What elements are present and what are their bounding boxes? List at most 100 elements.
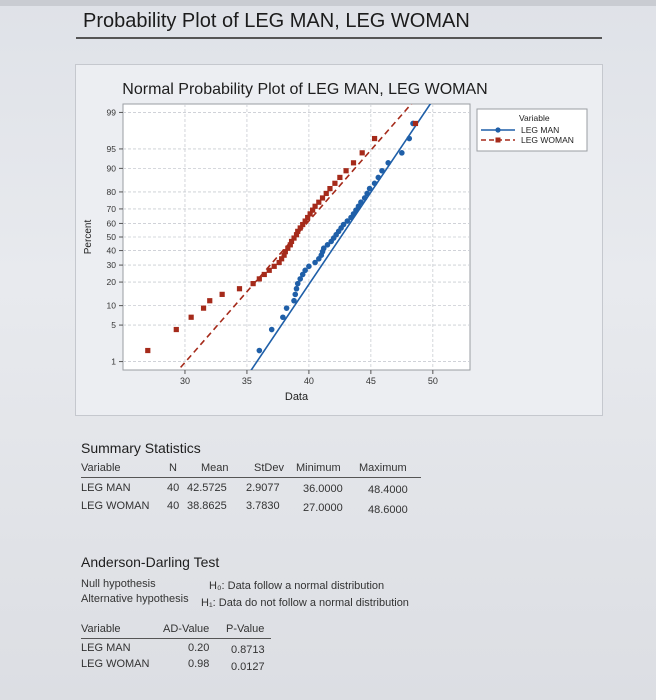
x-tick-label: 40 bbox=[304, 376, 314, 386]
data-point-leg-woman bbox=[310, 207, 316, 213]
data-point-leg-man bbox=[293, 285, 300, 292]
y-axis-label: Percent bbox=[83, 220, 94, 255]
data-point-leg-man bbox=[379, 167, 385, 174]
data-point-leg-woman bbox=[271, 263, 277, 269]
data-point-leg-woman bbox=[287, 242, 293, 248]
x-tick-label: 35 bbox=[242, 376, 252, 386]
x-tick-label: 45 bbox=[366, 376, 376, 386]
legend-marker-leg-woman bbox=[495, 137, 501, 143]
summary-row-2-mean: 38.8625 bbox=[187, 500, 227, 512]
y-tick-label: 90 bbox=[107, 163, 117, 173]
summary-row-2-stdev: 3.7830 bbox=[246, 500, 280, 512]
legend-marker-leg-man bbox=[495, 127, 501, 133]
ad-header-ad-value: AD-Value bbox=[163, 623, 210, 635]
data-point-leg-man bbox=[399, 150, 405, 156]
data-point-leg-man bbox=[283, 305, 290, 311]
data-point-leg-woman bbox=[281, 252, 287, 258]
ad-hypotheses: Null hypothesis H₀: Data follow a normal… bbox=[81, 578, 461, 614]
data-point-leg-man bbox=[366, 185, 373, 192]
data-point-leg-man bbox=[320, 245, 327, 252]
data-point-leg-woman bbox=[323, 190, 329, 197]
data-point-leg-woman bbox=[337, 174, 343, 181]
summary-header-minimum: Minimum bbox=[296, 462, 341, 474]
y-tick-label: 70 bbox=[107, 204, 117, 214]
data-point-leg-man bbox=[280, 314, 286, 321]
data-point-leg-man bbox=[406, 135, 413, 142]
y-tick-label: 95 bbox=[107, 144, 117, 154]
data-point-leg-woman bbox=[371, 135, 378, 142]
legend-entry: LEG WOMAN bbox=[521, 135, 574, 145]
ad-test-title: Anderson-Darling Test bbox=[81, 554, 220, 570]
data-point-leg-man bbox=[302, 267, 308, 274]
data-point-leg-woman bbox=[288, 238, 295, 245]
data-point-leg-woman bbox=[145, 347, 151, 354]
data-point-leg-man bbox=[371, 180, 378, 187]
data-point-leg-woman bbox=[256, 276, 262, 282]
data-point-leg-man bbox=[364, 190, 370, 197]
ad-row-1-ad-value: 0.20 bbox=[188, 642, 210, 654]
data-point-leg-man bbox=[256, 347, 263, 354]
data-point-leg-man bbox=[344, 218, 351, 224]
data-point-leg-woman bbox=[305, 214, 311, 221]
y-tick-label: 30 bbox=[107, 260, 117, 270]
summary-row-1-variable: LEG MAN bbox=[81, 482, 131, 494]
y-tick-label: 60 bbox=[107, 218, 117, 228]
y-tick-label: 99 bbox=[107, 107, 117, 117]
y-tick-label: 50 bbox=[107, 232, 117, 242]
fit-line-leg-man bbox=[250, 104, 432, 370]
data-point-leg-man bbox=[306, 263, 312, 270]
summary-row-1-stdev: 2.9077 bbox=[246, 482, 280, 494]
data-point-leg-woman bbox=[359, 150, 365, 156]
y-tick-label: 10 bbox=[107, 301, 117, 311]
data-point-leg-man bbox=[291, 297, 297, 304]
summary-title: Summary Statistics bbox=[81, 440, 201, 456]
data-point-leg-woman bbox=[276, 259, 282, 266]
data-point-leg-woman bbox=[250, 281, 256, 287]
data-point-leg-woman bbox=[282, 249, 288, 255]
summary-row-1-minimum: 36.0000 bbox=[303, 483, 343, 495]
data-point-leg-woman bbox=[300, 221, 306, 228]
ad-row-2-p-value: 0.0127 bbox=[231, 661, 265, 673]
data-point-leg-woman bbox=[291, 235, 297, 241]
summary-header-stdev: StDev bbox=[254, 462, 284, 474]
x-axis-label: Data bbox=[285, 391, 309, 403]
data-point-leg-woman bbox=[319, 195, 326, 201]
summary-header-maximum: Maximum bbox=[359, 462, 407, 474]
data-point-leg-man bbox=[358, 199, 364, 206]
summary-row-2-maximum: 48.6000 bbox=[368, 504, 408, 516]
data-point-leg-woman bbox=[207, 298, 213, 304]
y-tick-label: 80 bbox=[107, 187, 117, 197]
data-point-leg-man bbox=[268, 326, 275, 333]
summary-row-2-n: 40 bbox=[167, 500, 180, 512]
summary-header-n: N bbox=[169, 462, 177, 474]
data-point-leg-woman bbox=[350, 160, 357, 166]
data-point-leg-woman bbox=[307, 211, 313, 217]
data-point-leg-woman bbox=[266, 267, 272, 273]
ad-row-2-variable: LEG WOMAN bbox=[81, 658, 150, 670]
x-tick-label: 30 bbox=[180, 376, 190, 386]
summary-header-variable: Variable bbox=[81, 462, 121, 474]
ad-row-1-p-value: 0.8713 bbox=[231, 644, 265, 656]
data-point-leg-woman bbox=[236, 286, 243, 292]
ad-header-p-value: P-Value bbox=[226, 623, 265, 635]
data-point-leg-man bbox=[375, 174, 382, 181]
summary-header-mean: Mean bbox=[201, 462, 229, 474]
probability-plot-chart: Normal Probability Plot of LEG MAN, LEG … bbox=[83, 81, 588, 403]
summary-row-2-variable: LEG WOMAN bbox=[81, 500, 150, 512]
data-point-leg-woman bbox=[173, 326, 179, 333]
data-point-leg-woman bbox=[285, 245, 291, 251]
y-tick-label: 40 bbox=[107, 246, 117, 256]
data-point-leg-woman bbox=[316, 199, 322, 205]
data-point-leg-woman bbox=[293, 232, 300, 238]
ad-table: Variable AD-Value P-Value LEG MAN 0.20 0… bbox=[81, 623, 281, 677]
data-point-leg-woman bbox=[302, 218, 308, 224]
data-point-leg-woman bbox=[343, 168, 349, 174]
data-point-leg-woman bbox=[312, 203, 318, 209]
summary-row-1-n: 40 bbox=[167, 482, 180, 494]
data-point-leg-woman bbox=[279, 256, 285, 262]
data-point-leg-woman bbox=[219, 291, 225, 297]
y-tick-label: 20 bbox=[107, 277, 117, 287]
window-top-strip bbox=[0, 0, 656, 6]
alt-hypothesis-text: H₁: Data do not follow a normal distribu… bbox=[201, 597, 409, 609]
data-point-leg-man bbox=[361, 195, 368, 201]
